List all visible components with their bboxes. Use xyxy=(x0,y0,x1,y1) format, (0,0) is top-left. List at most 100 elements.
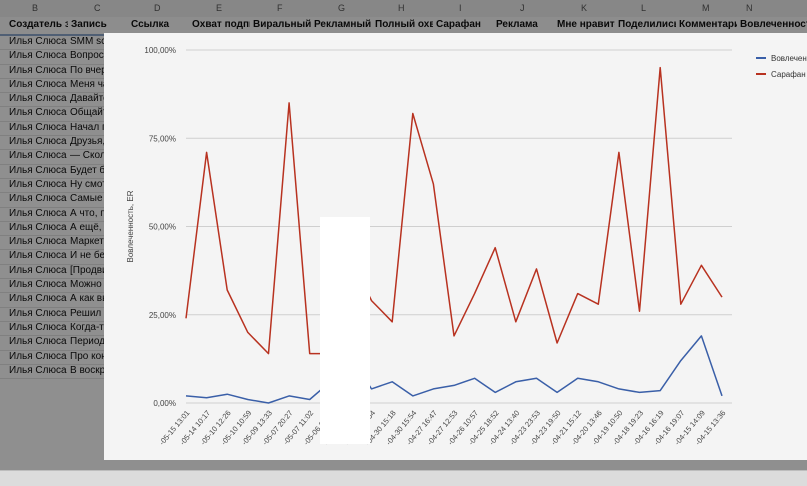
cell-post[interactable]: Общайте xyxy=(70,107,110,119)
column-header[interactable]: Запись xyxy=(71,19,107,30)
table-row[interactable]: Илья СлюсареКогда-то xyxy=(0,321,110,337)
cell-author[interactable]: Илья Слюсаре xyxy=(9,50,67,62)
cell-post[interactable]: Можно xyxy=(70,279,102,291)
column-letter[interactable]: K xyxy=(581,3,588,13)
cell-post[interactable]: Давайте xyxy=(70,93,109,105)
column-letter[interactable]: G xyxy=(338,3,346,13)
column-letter[interactable]: I xyxy=(459,3,462,13)
column-letter[interactable]: F xyxy=(277,3,283,13)
column-header[interactable]: Рекламный ох xyxy=(314,19,372,30)
cell-author[interactable]: Илья Слюсаре xyxy=(9,350,67,362)
table-row[interactable]: Илья СлюсареДрузья, xyxy=(0,136,110,151)
chart-container[interactable]: 0,00% 25,00% 50,00% 75,00% 100,00% Вовлеченно… xyxy=(104,33,807,460)
cell-post[interactable]: Меня час xyxy=(70,78,110,90)
column-letter[interactable]: L xyxy=(641,3,647,13)
cell-author[interactable]: Илья Слюсаре xyxy=(9,121,67,133)
cell-author[interactable]: Илья Слюсаре xyxy=(9,193,67,205)
column-letter[interactable]: H xyxy=(398,3,405,13)
table-row[interactable]: Илья СлюсареА что, по xyxy=(0,208,110,222)
cell-author[interactable]: Илья Слюсаре xyxy=(9,221,67,233)
table-row[interactable]: Илья СлюсареПериоди xyxy=(0,336,110,351)
column-header[interactable]: Полный охват xyxy=(375,19,433,30)
table-row[interactable]: Илья СлюсареМеня час xyxy=(0,78,110,94)
cell-author[interactable]: Илья Слюсаре xyxy=(9,207,67,219)
cell-author[interactable]: Илья Слюсаре xyxy=(9,164,67,176)
table-row[interactable]: Илья Слюсаре[Продви xyxy=(0,264,110,280)
table-row[interactable]: Илья Слюсаре— Скольк xyxy=(0,150,110,165)
cell-author[interactable]: Илья Слюсаре xyxy=(9,293,67,305)
cell-author[interactable]: Илья Слюсаре xyxy=(9,36,67,47)
table-row[interactable]: Илья СлюсареВ воскре xyxy=(0,364,110,380)
column-header[interactable]: Поделились xyxy=(618,19,676,30)
table-row[interactable]: Илья СлюсареSMM sch xyxy=(0,36,110,51)
column-letter[interactable]: J xyxy=(520,3,525,13)
cell-author[interactable]: Илья Слюсаре xyxy=(9,321,67,333)
cell-post[interactable]: По вчера xyxy=(70,64,110,76)
cell-author[interactable]: Илья Слюсаре xyxy=(9,150,67,162)
cell-author[interactable]: Илья Слюсаре xyxy=(9,136,67,148)
cell-post[interactable]: В воскре xyxy=(70,364,110,376)
cell-author[interactable]: Илья Слюсаре xyxy=(9,64,67,76)
cell-post[interactable]: Периоди xyxy=(70,336,110,348)
cell-author[interactable]: Илья Слюсаре xyxy=(9,236,67,248)
table-row[interactable]: Илья СлюсареМожно xyxy=(0,279,110,294)
table-row[interactable]: Илья СлюсареВопрос с xyxy=(0,50,110,65)
cell-post[interactable]: Когда-то xyxy=(70,321,110,333)
column-header[interactable]: Охват подписч xyxy=(192,19,250,30)
column-letter[interactable]: C xyxy=(94,3,101,13)
cell-post[interactable]: [Продви xyxy=(70,264,108,276)
column-header[interactable]: Сарафан xyxy=(436,19,481,30)
column-header[interactable]: Комментарии xyxy=(679,19,737,30)
cell-author[interactable]: Илья Слюсаре xyxy=(9,336,67,348)
table-row[interactable]: Илья СлюсареСамые м xyxy=(0,193,110,208)
cell-post[interactable]: Маркети xyxy=(70,236,110,248)
table-row[interactable]: Илья СлюсареА как вы xyxy=(0,293,110,308)
column-header[interactable]: Ссылка xyxy=(131,19,170,30)
cell-post[interactable]: Вопрос с xyxy=(70,50,110,62)
table-row[interactable]: Илья СлюсареНачал п xyxy=(0,121,110,137)
cell-post[interactable]: Про кон xyxy=(70,350,107,362)
cell-author[interactable]: Илья Слюсаре xyxy=(9,307,67,319)
cell-post[interactable]: SMM sch xyxy=(70,36,110,47)
cell-post[interactable]: А что, по xyxy=(70,207,110,219)
column-header[interactable]: Реклама xyxy=(496,19,538,30)
cell-post[interactable]: И не бес xyxy=(70,250,110,262)
cell-post[interactable]: — Скольк xyxy=(70,150,110,162)
cell-post[interactable]: Начал п xyxy=(70,121,108,133)
table-row[interactable]: Илья СлюсареИ не бес xyxy=(0,250,110,265)
cell-author[interactable]: Илья Слюсаре xyxy=(9,264,67,276)
cell-post[interactable]: Друзья, xyxy=(70,136,106,148)
cell-post[interactable]: А как вы xyxy=(70,293,110,305)
table-row[interactable]: Илья СлюсареМаркети xyxy=(0,236,110,251)
cell-author[interactable]: Илья Слюсаре xyxy=(9,250,67,262)
table-row[interactable]: Илья СлюсареПро кон xyxy=(0,351,110,365)
cell-author[interactable]: Илья Слюсаре xyxy=(9,279,67,291)
table-row[interactable]: Илья СлюсареНу смотр xyxy=(0,178,110,194)
column-letter[interactable]: E xyxy=(216,3,223,13)
table-row[interactable]: Илья СлюсареДавайте xyxy=(0,93,110,108)
cell-post[interactable]: А ещё, т xyxy=(70,221,109,233)
table-row[interactable]: Илья СлюсареА ещё, т xyxy=(0,221,110,237)
column-letter[interactable]: B xyxy=(32,3,39,13)
cell-author[interactable]: Илья Слюсаре xyxy=(9,107,67,119)
line-chart: 0,00% 25,00% 50,00% 75,00% 100,00% Вовлеченно… xyxy=(126,46,807,447)
column-header[interactable]: Мне нравится xyxy=(557,19,615,30)
cell-post[interactable]: Решил н xyxy=(70,307,110,319)
column-letter[interactable]: N xyxy=(746,3,753,13)
table-row[interactable]: Илья СлюсареБудет бо xyxy=(0,165,110,179)
column-header[interactable]: Создатель зап xyxy=(9,19,68,30)
cell-author[interactable]: Илья Слюсаре xyxy=(9,178,67,190)
column-letter[interactable]: D xyxy=(154,3,161,13)
cell-post[interactable]: Ну смотр xyxy=(70,178,110,190)
cell-author[interactable]: Илья Слюсаре xyxy=(9,78,67,90)
column-header[interactable]: Вовлеченность, ER xyxy=(740,19,807,30)
column-header[interactable]: Виральный охв xyxy=(253,19,311,30)
cell-post[interactable]: Самые м xyxy=(70,193,110,205)
table-row[interactable]: Илья СлюсареОбщайте xyxy=(0,107,110,122)
cell-post[interactable]: Будет бо xyxy=(70,164,110,176)
table-row[interactable]: Илья СлюсареПо вчера xyxy=(0,65,110,79)
column-letter[interactable]: M xyxy=(702,3,710,13)
cell-author[interactable]: Илья Слюсаре xyxy=(9,93,67,105)
cell-author[interactable]: Илья Слюсаре xyxy=(9,364,67,376)
table-row[interactable]: Илья СлюсареРешил н xyxy=(0,308,110,322)
